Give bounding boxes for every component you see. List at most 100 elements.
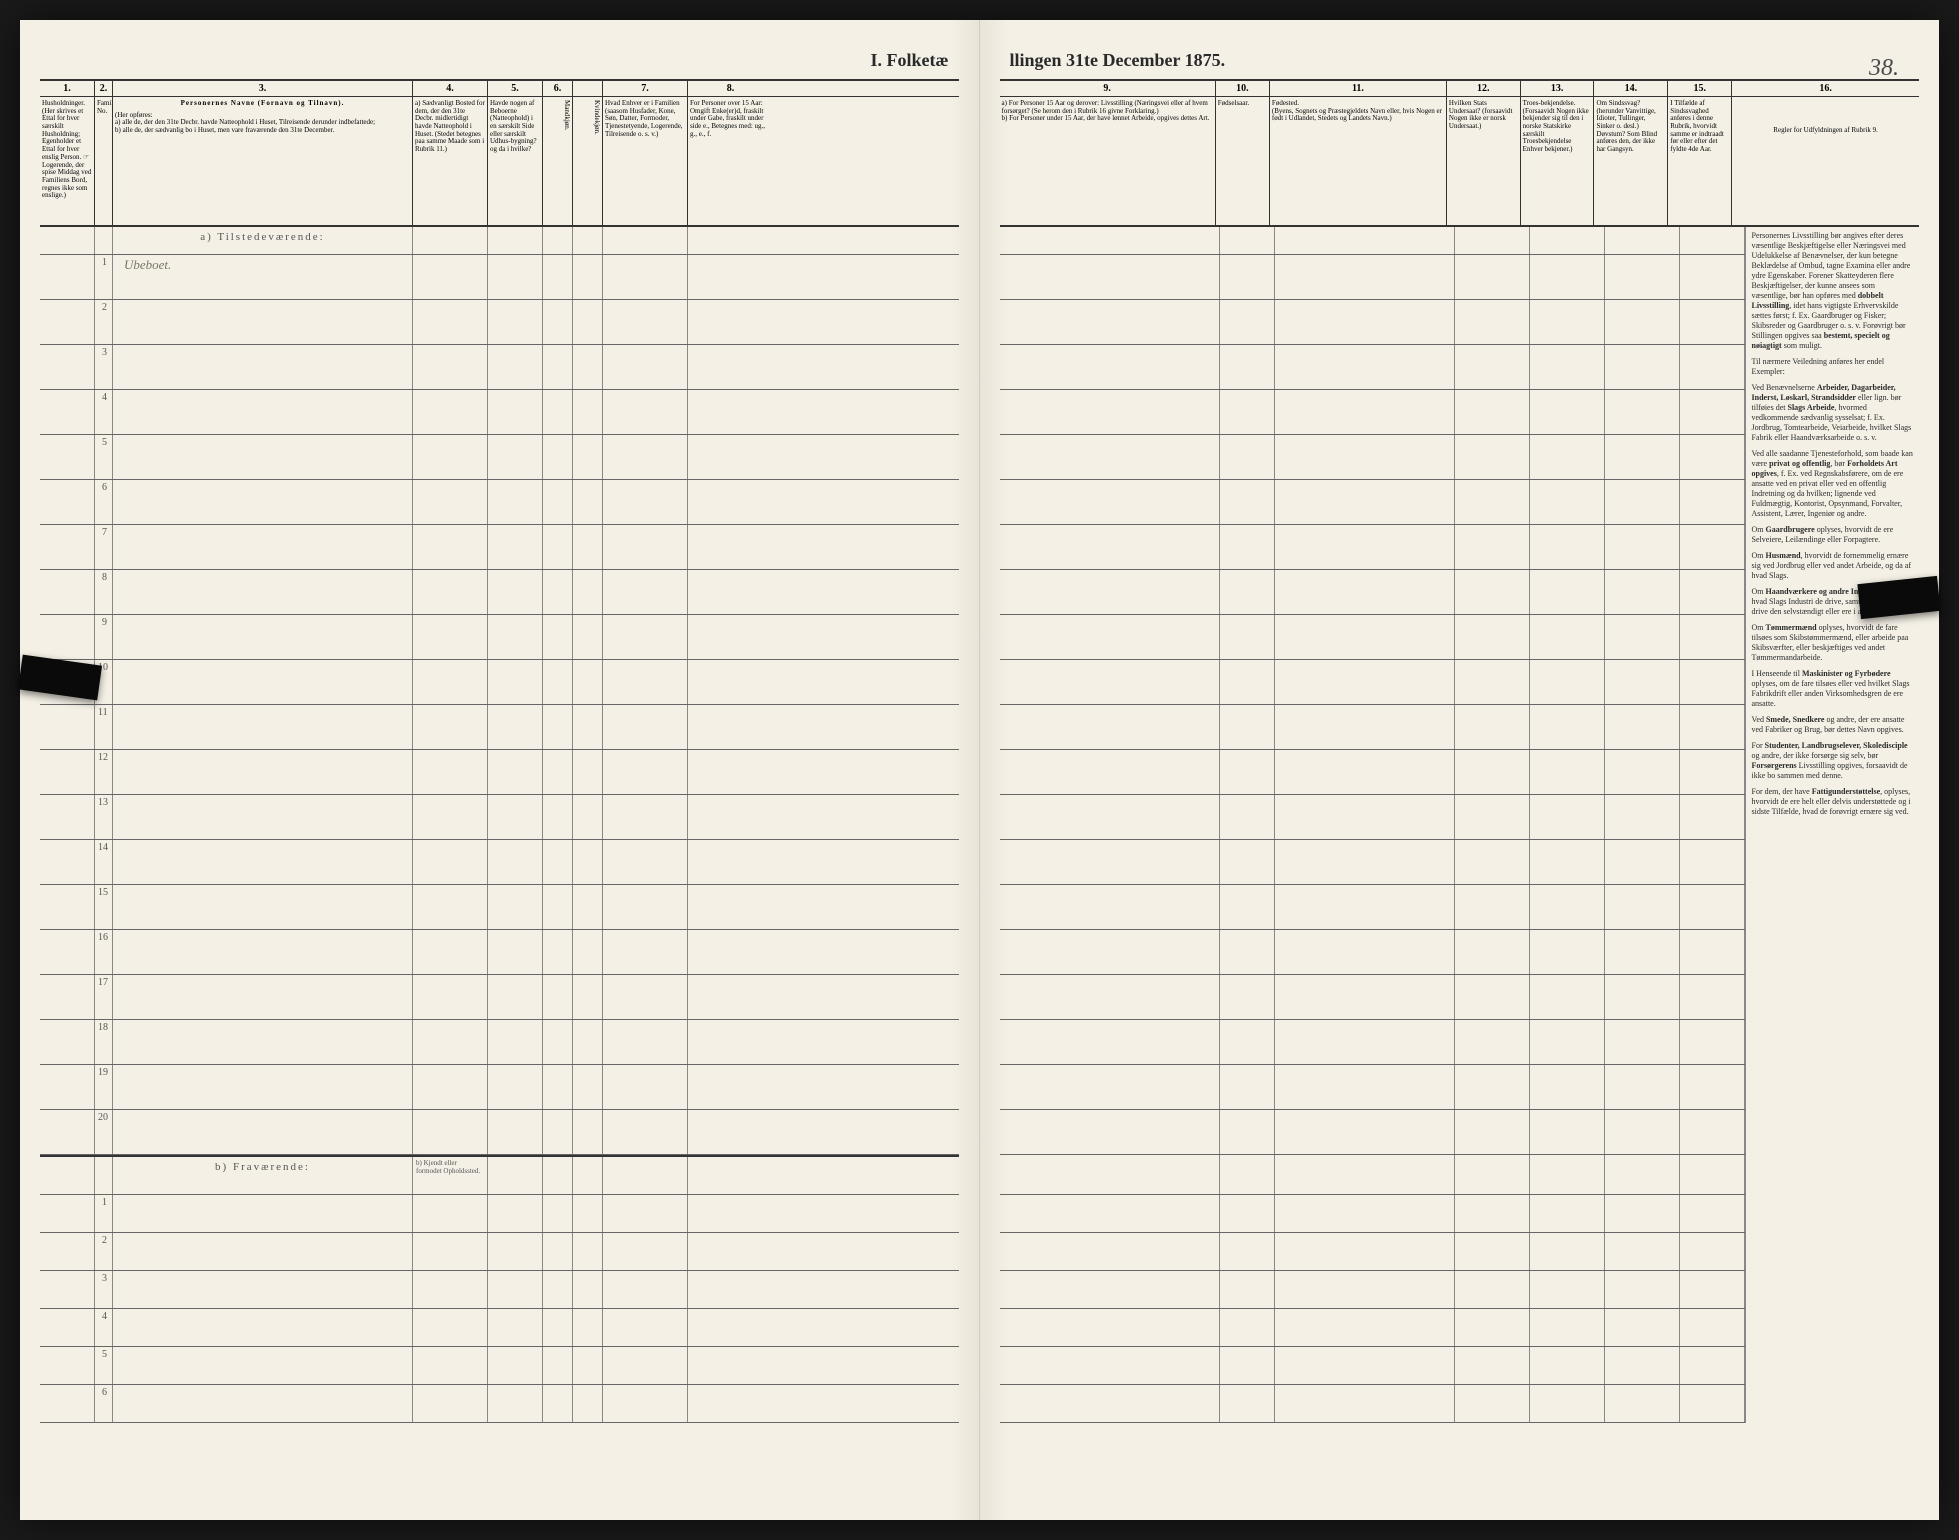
section-b-rows: 1 2 3 4 5 [40, 1195, 959, 1423]
col-num-8: 8. [688, 81, 773, 96]
instruction-paragraph: Ved Benævnelserne Arbeider, Dagarbeider,… [1752, 383, 1914, 443]
table-row [1000, 1020, 1745, 1065]
hdr-16: Regler for Udfyldningen af Rubrik 9. [1732, 97, 1919, 225]
table-row [1000, 1195, 1745, 1233]
table-row: 18 [40, 1020, 959, 1065]
col-num-2: 2. [95, 81, 113, 96]
hdr-8: For Personer over 15 Aar: Omgift Enke(er… [688, 97, 773, 225]
instruction-paragraph: Om Gaardbrugere oplyses, hvorvidt de ere… [1752, 525, 1914, 545]
table-row [1000, 750, 1745, 795]
table-row [1000, 525, 1745, 570]
col-num-14: 14. [1594, 81, 1668, 96]
instruction-paragraph: Om Tømmermænd oplyses, hvorvidt de fare … [1752, 623, 1914, 663]
table-row: 14 [40, 840, 959, 885]
section-a-row: a) Tilstedeværende: [40, 227, 959, 255]
left-page: I. Folketæ 1. 2. 3. 4. 5. 6. 7. 8. Husho… [20, 20, 980, 1520]
hdr-13: Troes-bekjendelse. (Forsaavidt Nogen ikk… [1521, 97, 1595, 225]
instruction-paragraph: Ved Smede, Snedkere og andre, der ere an… [1752, 715, 1914, 735]
hdr-2: Familiestilling No. [95, 97, 113, 225]
table-row [1000, 795, 1745, 840]
instruction-paragraph: Om Husmænd, hvorvidt de fornemmelig ernæ… [1752, 551, 1914, 581]
col-num-12: 12. [1447, 81, 1521, 96]
rubrik9-instructions: Personernes Livsstilling bør angives eft… [1745, 227, 1920, 1423]
col-num-7: 7. [603, 81, 688, 96]
table-row [1000, 1110, 1745, 1155]
hdr-7: Hvad Enhver er i Familien (saasom Husfad… [603, 97, 688, 225]
table-row: 5 [40, 435, 959, 480]
table-row: 4 [40, 1309, 959, 1347]
table-row [1000, 227, 1745, 255]
census-ledger-spread: I. Folketæ 1. 2. 3. 4. 5. 6. 7. 8. Husho… [20, 20, 1939, 1520]
right-page-body: Personernes Livsstilling bør angives eft… [1000, 227, 1920, 1423]
table-row: 9 [40, 615, 959, 660]
table-row: 7 [40, 525, 959, 570]
header-title-right: llingen 31te December 1875. [1000, 50, 1920, 71]
table-row: 2 [40, 1233, 959, 1271]
section-a-label: a) Tilstedeværende: [113, 227, 413, 254]
table-row: 3 [40, 1271, 959, 1309]
table-row: 2 [40, 300, 959, 345]
col-num-10: 10. [1216, 81, 1270, 96]
table-row: 1 Ubeboet. [40, 255, 959, 300]
instruction-paragraph: For Studenter, Landbrugselever, Skoledis… [1752, 741, 1914, 781]
instruction-paragraph: For dem, der have Fattigunderstøttelse, … [1752, 787, 1914, 817]
hdr-6a: Mandkjøn. [543, 97, 573, 225]
table-row: 4 [40, 390, 959, 435]
hdr-15: I Tilfælde af Sindssvaghed anføres i den… [1668, 97, 1732, 225]
table-row [1000, 975, 1745, 1020]
right-page: llingen 31te December 1875. 38. 9. 10. 1… [980, 20, 1940, 1520]
hdr-1: Husholdninger. (Her skrives et Ettal for… [40, 97, 95, 225]
hdr-11: Fødested. (Byens, Sognets og Præstegjeld… [1270, 97, 1447, 225]
column-number-row-left: 1. 2. 3. 4. 5. 6. 7. 8. [40, 79, 959, 97]
hdr-9: a) For Personer 15 Aar og derover: Livss… [1000, 97, 1216, 225]
table-row: 19 [40, 1065, 959, 1110]
table-row: 8 [40, 570, 959, 615]
table-row: 1 [40, 1195, 959, 1233]
col-num-6: 6. [543, 81, 573, 96]
table-row [1000, 1065, 1745, 1110]
hdr-12: Hvilken Stats Undersaat? (forsaavidt Nog… [1447, 97, 1521, 225]
table-row [1000, 1385, 1745, 1423]
table-row: 3 [40, 345, 959, 390]
col-num-15: 15. [1668, 81, 1732, 96]
table-row [1000, 1155, 1745, 1195]
table-row [1000, 255, 1745, 300]
section-b-label: b) Fraværende: [113, 1157, 413, 1194]
table-row [1000, 660, 1745, 705]
instruction-paragraph: I Henseende til Maskinister og Fyrbødere… [1752, 669, 1914, 709]
table-row: 16 [40, 930, 959, 975]
table-row [1000, 615, 1745, 660]
table-row: 6 [40, 1385, 959, 1423]
table-row [1000, 435, 1745, 480]
section-b-col4: b) Kjendt eller formodet Opholdssted. [413, 1157, 488, 1194]
table-row [1000, 930, 1745, 975]
table-row [1000, 840, 1745, 885]
table-row [1000, 480, 1745, 525]
table-row: 15 [40, 885, 959, 930]
table-row [1000, 390, 1745, 435]
table-row [1000, 1309, 1745, 1347]
table-row: 13 [40, 795, 959, 840]
hdr-4: a) Sædvanligt Bosted for dem, der den 31… [413, 97, 488, 225]
section-a-rows: 1 Ubeboet. 2 3 4 5 [40, 255, 959, 1155]
instruction-paragraph: Til nærmere Veiledning anføres her endel… [1752, 357, 1914, 377]
table-row [1000, 1271, 1745, 1309]
table-row: 17 [40, 975, 959, 1020]
table-row: 6 [40, 480, 959, 525]
table-row: 5 [40, 1347, 959, 1385]
page-number: 38. [1869, 55, 1899, 82]
table-row: 11 [40, 705, 959, 750]
table-row: 20 [40, 1110, 959, 1155]
table-row: 10 [40, 660, 959, 705]
col-num-4: 4. [413, 81, 488, 96]
hdr-14: Om Sindssvag? (herunder Vanvittige, Idio… [1594, 97, 1668, 225]
instruction-paragraph: Ved alle saadanne Tjenesteforhold, som b… [1752, 449, 1914, 519]
table-row [1000, 1347, 1745, 1385]
right-data-columns [1000, 227, 1745, 1423]
col-num-13: 13. [1521, 81, 1595, 96]
table-row [1000, 885, 1745, 930]
column-number-row-right: 9. 10. 11. 12. 13. 14. 15. 16. [1000, 79, 1920, 97]
hdr-5: Havde nogen af Beboerne (Natteophold) i … [488, 97, 543, 225]
section-b-row: b) Fraværende: b) Kjendt eller formodet … [40, 1155, 959, 1195]
header-description-row-right: a) For Personer 15 Aar og derover: Livss… [1000, 97, 1920, 227]
